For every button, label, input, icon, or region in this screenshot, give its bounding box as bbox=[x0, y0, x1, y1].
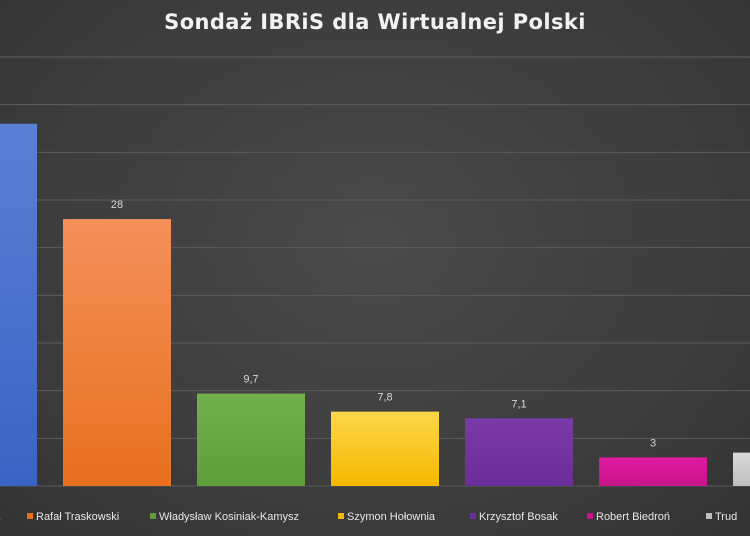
data-label-1: 28 bbox=[111, 199, 123, 211]
data-labels: 28 9,7 7,8 7,1 3 bbox=[111, 199, 656, 449]
bars bbox=[0, 123, 750, 487]
bar-3 bbox=[331, 411, 439, 486]
chart-title: Sondaż IBRiS dla Wirtualnej Polski bbox=[164, 10, 586, 34]
legend-label-3: Szymon Hołownia bbox=[347, 511, 436, 523]
legend-label-6: Trud bbox=[715, 511, 737, 523]
bar-0 bbox=[0, 123, 37, 486]
bar-5 bbox=[599, 457, 707, 486]
legend-swatch-1 bbox=[27, 513, 33, 519]
legend-label-2: Władysław Kosiniak-Kamysz bbox=[159, 511, 299, 523]
legend-swatch-5 bbox=[587, 513, 593, 519]
legend-label-4: Krzysztof Bosak bbox=[479, 511, 558, 523]
data-label-4: 7,1 bbox=[511, 398, 526, 410]
bar-4 bbox=[465, 418, 573, 486]
legend-label-5: Robert Biedroń bbox=[596, 511, 670, 523]
data-label-2: 9,7 bbox=[243, 374, 258, 386]
legend-swatch-6 bbox=[706, 513, 712, 519]
data-label-5: 3 bbox=[650, 437, 656, 449]
legend-label-0: da bbox=[0, 511, 1, 523]
legend-label-1: Rafał Traskowski bbox=[36, 511, 119, 523]
bar-2 bbox=[197, 393, 305, 486]
legend-swatch-2 bbox=[150, 513, 156, 519]
bar-6 bbox=[733, 452, 750, 486]
data-label-3: 7,8 bbox=[377, 392, 392, 404]
legend-swatch-3 bbox=[338, 513, 344, 519]
legend: da Rafał Traskowski Władysław Kosiniak-Kam… bbox=[0, 511, 737, 523]
legend-swatch-4 bbox=[470, 513, 476, 519]
bar-1 bbox=[63, 219, 171, 487]
